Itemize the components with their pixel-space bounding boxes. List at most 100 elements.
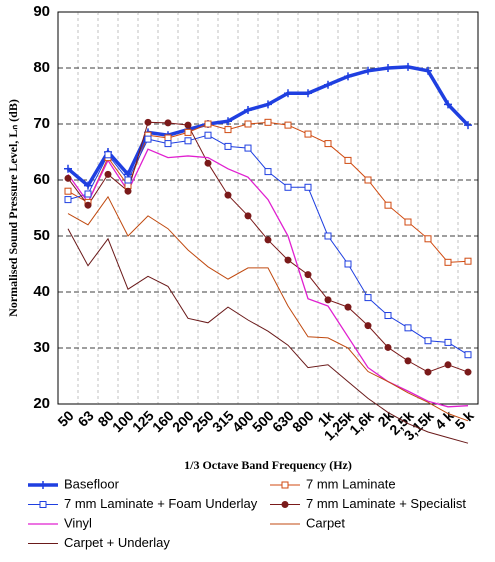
point	[84, 190, 92, 198]
point	[124, 176, 132, 184]
point	[384, 312, 392, 320]
point	[444, 338, 452, 346]
point	[344, 72, 352, 81]
series-line	[67, 148, 469, 408]
point	[284, 121, 292, 129]
point	[244, 106, 252, 114]
point	[264, 236, 272, 244]
point	[204, 120, 212, 128]
point	[64, 174, 72, 182]
point	[344, 260, 352, 268]
point	[204, 159, 212, 167]
point	[384, 201, 392, 209]
series-line	[67, 228, 469, 444]
point	[264, 100, 272, 109]
point	[424, 235, 432, 243]
legend-label: 7 mm Laminate	[306, 476, 396, 491]
point	[39, 501, 47, 508]
point	[364, 176, 372, 184]
x-tick-label: 1,6k	[346, 407, 377, 438]
point	[364, 294, 372, 302]
point	[64, 187, 72, 195]
point	[281, 501, 289, 508]
series-layer	[64, 62, 472, 376]
point	[184, 128, 192, 136]
point	[464, 121, 472, 130]
y-tick-label: 60	[33, 171, 50, 188]
point	[444, 100, 452, 109]
point	[184, 121, 192, 129]
point	[224, 126, 232, 134]
point	[364, 66, 372, 75]
point	[164, 119, 172, 127]
point	[344, 156, 352, 164]
y-tick-label: 90	[33, 3, 50, 20]
point	[424, 368, 432, 376]
y-tick-label: 20	[33, 395, 50, 412]
point	[384, 343, 392, 351]
point	[404, 357, 412, 365]
point	[444, 258, 452, 266]
point	[224, 142, 232, 150]
point	[384, 64, 392, 72]
point	[264, 168, 272, 176]
point	[344, 303, 352, 311]
legend-label: Carpet + Underlay	[64, 535, 170, 550]
point	[264, 118, 272, 126]
legend-label: 7 mm Laminate + Foam Underlay	[64, 496, 258, 511]
point	[39, 481, 47, 489]
point	[404, 324, 412, 332]
point	[224, 191, 232, 199]
point	[281, 481, 289, 489]
point	[304, 271, 312, 279]
point	[104, 170, 112, 178]
point	[464, 351, 472, 359]
point	[324, 140, 332, 148]
point	[304, 89, 312, 98]
x-tick-label: 800	[289, 407, 317, 435]
point	[404, 62, 412, 71]
point	[64, 196, 72, 204]
point	[324, 232, 332, 240]
point	[124, 187, 132, 195]
point	[244, 144, 252, 152]
point	[284, 183, 292, 191]
y-axis-label: Normalised Sound Pressure Level, Lₙ (dB)	[6, 99, 20, 317]
legend-label: Vinyl	[64, 515, 92, 530]
y-tick-label: 50	[33, 227, 50, 244]
point	[304, 130, 312, 138]
vertical-grid	[77, 12, 459, 404]
point	[144, 135, 152, 143]
point	[164, 140, 172, 148]
series-line	[67, 195, 469, 422]
y-tick-label: 80	[33, 59, 50, 76]
point	[244, 120, 252, 128]
legend-label: Basefloor	[64, 476, 120, 491]
point	[84, 201, 92, 209]
y-tick-label: 70	[33, 115, 50, 132]
legend-label: Carpet	[306, 515, 345, 530]
point	[64, 164, 72, 173]
point	[464, 257, 472, 265]
point	[224, 117, 232, 126]
point	[444, 361, 452, 369]
point	[304, 183, 312, 191]
point	[464, 368, 472, 376]
point	[104, 151, 112, 159]
point	[324, 296, 332, 304]
point	[204, 131, 212, 139]
point	[184, 137, 192, 145]
x-axis-label: 1/3 Octave Band Frequency (Hz)	[184, 458, 352, 472]
point	[284, 256, 292, 264]
y-tick-label: 40	[33, 283, 50, 300]
point	[364, 322, 372, 330]
point	[404, 218, 412, 226]
plot-area	[57, 11, 479, 405]
point	[144, 118, 152, 126]
point	[424, 66, 432, 75]
point	[284, 89, 292, 98]
y-tick-label: 30	[33, 339, 50, 356]
point	[84, 181, 92, 190]
point	[424, 337, 432, 345]
